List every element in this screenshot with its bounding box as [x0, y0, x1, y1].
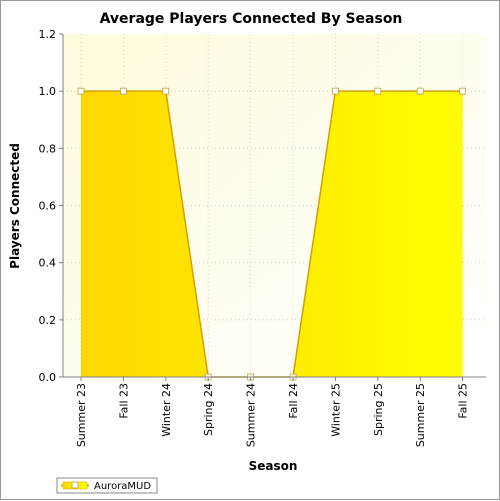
x-tick-label: Spring 24	[202, 383, 215, 436]
y-tick-label: 0.4	[39, 257, 57, 270]
data-point-marker	[459, 87, 467, 95]
y-tick-label: 0.2	[39, 314, 57, 327]
y-axis-title: Players Connected	[8, 143, 22, 269]
data-point-marker	[416, 87, 424, 95]
axes	[59, 33, 486, 381]
x-tick-label: Winter 24	[160, 383, 173, 437]
y-tick-labels: 0.0 0.2 0.4 0.6 0.8 1.0 1.2	[39, 28, 57, 384]
x-tick-label: Winter 25	[329, 383, 342, 437]
data-point-marker	[374, 87, 382, 95]
x-tick-labels: Summer 23 Fall 23 Winter 24 Spring 24 Summer…	[75, 383, 470, 447]
y-tick-label: 1.2	[39, 28, 57, 41]
data-point-marker	[331, 87, 339, 95]
x-tick-label: Fall 25	[457, 383, 470, 419]
x-tick-label: Fall 24	[287, 383, 300, 419]
x-tick-label: Spring 25	[372, 383, 385, 436]
data-point-marker	[120, 87, 127, 95]
y-tick-label: 0.0	[39, 371, 57, 384]
y-tick-label: 1.0	[39, 85, 57, 98]
y-tick-label: 0.8	[39, 142, 57, 155]
y-tick-label: 0.6	[39, 200, 57, 213]
legend-marker	[71, 481, 79, 489]
x-tick-label: Fall 23	[117, 383, 130, 419]
x-tick-label: Summer 24	[245, 383, 258, 447]
x-tick-label: Summer 25	[414, 383, 427, 447]
chart-title: Average Players Connected By Season	[100, 11, 403, 27]
x-axis-title: Season	[249, 459, 298, 473]
x-tick-label: Summer 23	[75, 383, 88, 447]
data-point-marker	[162, 87, 170, 95]
data-point-marker	[77, 87, 85, 95]
legend: AuroraMUD	[56, 477, 158, 494]
legend-label: AuroraMUD	[94, 481, 151, 492]
